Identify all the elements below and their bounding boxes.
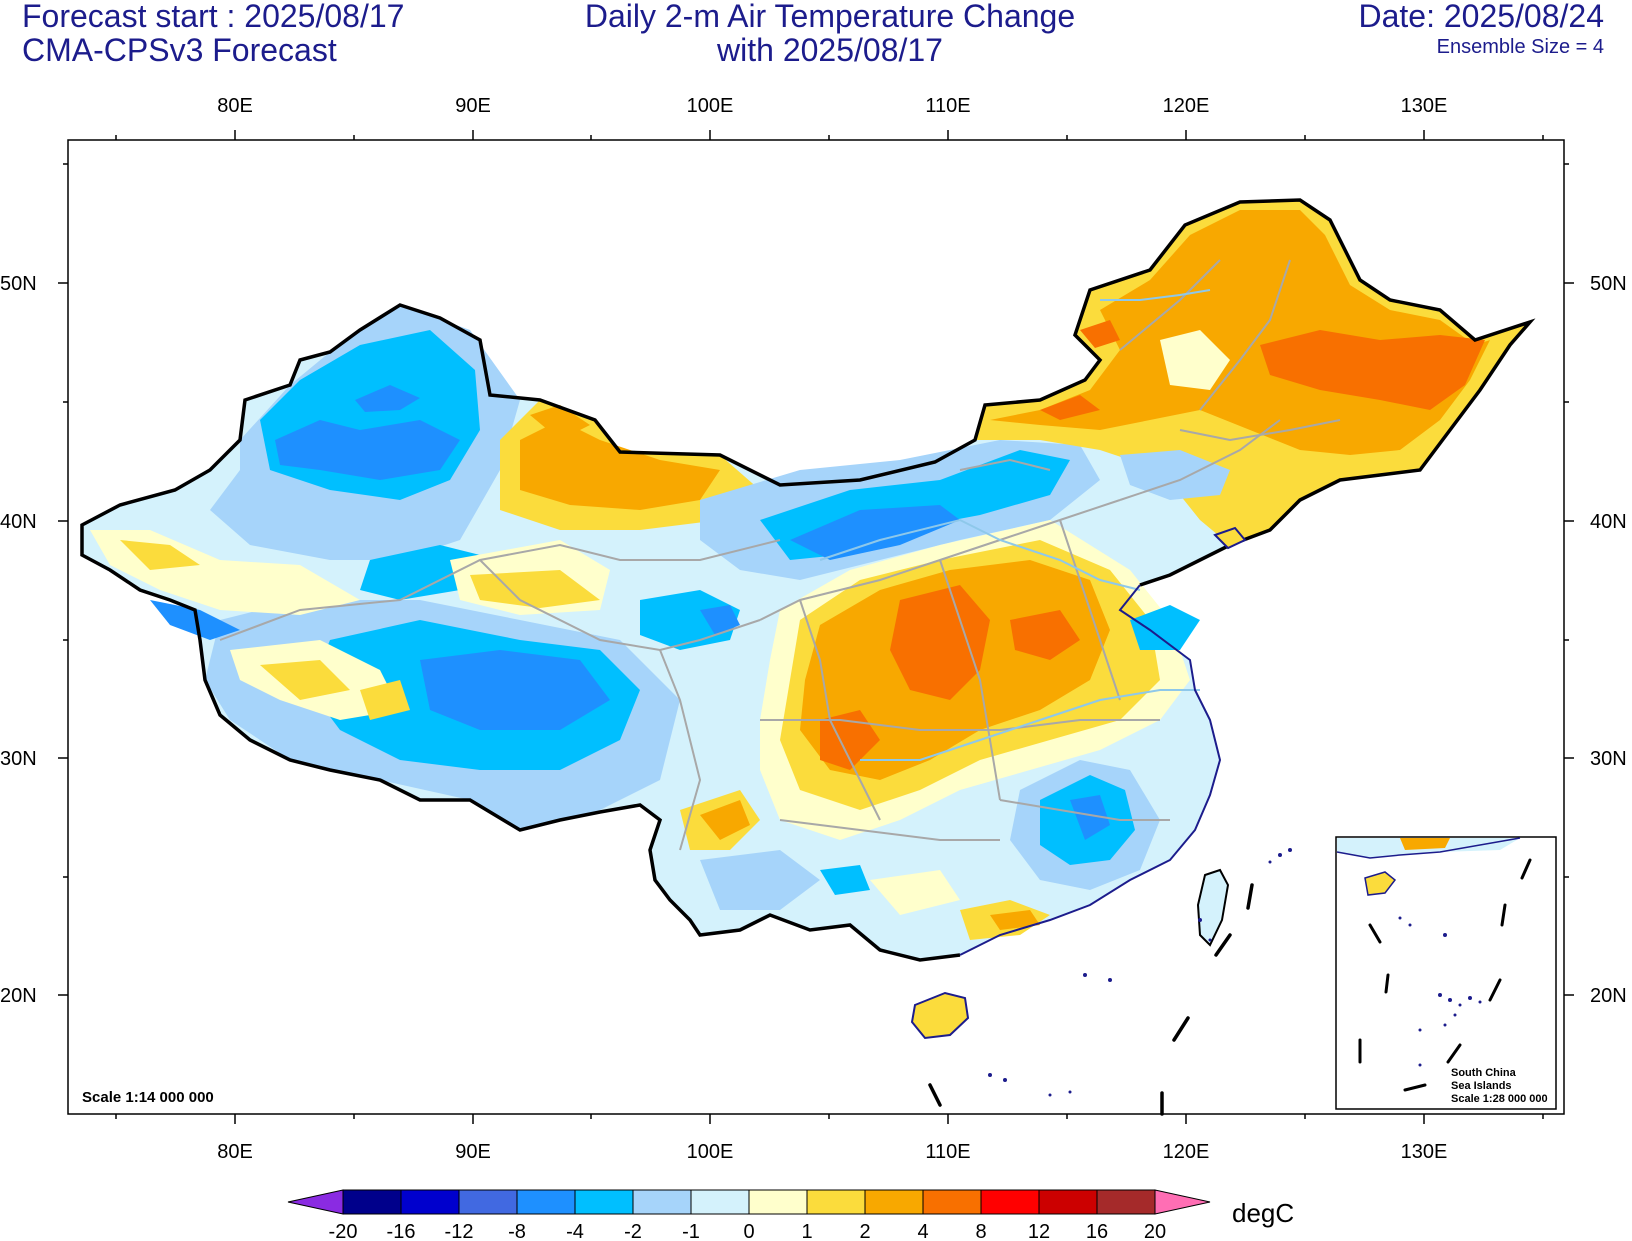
taiwan-island	[1196, 868, 1230, 947]
inset-label-1: South China	[1451, 1067, 1517, 1079]
sea-islands	[988, 848, 1292, 1097]
lon-label-top: 80E	[217, 95, 253, 117]
colorbar-label: 20	[1144, 1221, 1166, 1241]
lon-label-bottom: 110E	[925, 1141, 970, 1163]
colorbar-label: 2	[859, 1221, 870, 1241]
lon-label-bottom: 130E	[1401, 1141, 1448, 1163]
colorbar-label: -2	[624, 1221, 642, 1241]
rivers	[819, 289, 1211, 761]
colorbar-swatch	[516, 1189, 576, 1215]
lon-label-bottom: 120E	[1163, 1141, 1210, 1163]
colorbar-swatch	[1096, 1189, 1156, 1215]
colorbar: -20 -16 -12 -8 -4 -2 -1 0 1 2 4 8 12 16 20	[287, 1189, 1211, 1241]
colorbar-swatch	[574, 1189, 634, 1215]
map-scale: Scale 1:14 000 000	[82, 1089, 214, 1106]
colorbar-label: 4	[917, 1221, 928, 1241]
colorbar-swatch	[458, 1189, 518, 1215]
lat-label-right: 50N	[1590, 273, 1627, 295]
lon-axis	[115, 130, 1544, 1124]
inset-label-2: Sea Islands	[1451, 1080, 1512, 1092]
lat-label-left: 20N	[0, 985, 37, 1007]
colorbar-swatch	[922, 1189, 982, 1215]
colorbar-label: 12	[1028, 1221, 1050, 1241]
national-border	[80, 198, 1536, 962]
colorbar-swatch	[1154, 1189, 1211, 1215]
lon-label-bottom: 100E	[687, 1141, 734, 1163]
lon-label-top: 120E	[1163, 95, 1210, 117]
colorbar-swatch	[806, 1189, 866, 1215]
colorbar-label: -12	[445, 1221, 474, 1241]
colorbar-swatch	[632, 1189, 692, 1215]
province-boundaries	[219, 259, 1341, 851]
colorbar-label: -16	[387, 1221, 416, 1241]
colorbar-unit: degC	[1232, 1198, 1294, 1228]
lat-axis	[58, 163, 1574, 996]
colorbar-label: 0	[743, 1221, 754, 1241]
colorbar-label: -20	[329, 1221, 358, 1241]
inset-label-3: Scale 1:28 000 000	[1451, 1093, 1548, 1105]
colorbar-label: 16	[1086, 1221, 1108, 1241]
lon-label-top: 130E	[1401, 95, 1448, 117]
map-title-line1: Daily 2-m Air Temperature Change	[584, 0, 1076, 34]
south-china-sea-inset: South China Sea Islands Scale 1:28 000 0…	[1335, 836, 1557, 1110]
colorbar-swatch	[342, 1189, 402, 1215]
colorbar-label: -4	[566, 1221, 584, 1241]
hainan-island	[910, 991, 970, 1040]
lat-label-left: 50N	[0, 273, 37, 295]
temperature-field	[80, 198, 1536, 1116]
lat-label-left: 30N	[0, 748, 37, 770]
colorbar-swatch	[690, 1189, 750, 1215]
lon-label-top: 110E	[925, 95, 970, 117]
colorbar-label: 1	[801, 1221, 812, 1241]
lon-label-top: 90E	[455, 95, 491, 117]
lon-label-bottom: 90E	[455, 1141, 491, 1163]
forecast-date: Date: 2025/08/24	[1358, 0, 1604, 34]
colorbar-swatch	[864, 1189, 924, 1215]
lat-label-right: 20N	[1590, 985, 1627, 1007]
colorbar-swatch	[980, 1189, 1040, 1215]
colorbar-swatch	[400, 1189, 460, 1215]
lat-label-right: 40N	[1590, 511, 1627, 533]
model-name: CMA-CPSv3 Forecast	[22, 32, 337, 68]
lon-label-bottom: 80E	[217, 1141, 253, 1163]
colorbar-label: 8	[975, 1221, 986, 1241]
ensemble-size: Ensemble Size = 4	[1436, 36, 1604, 58]
colorbar-label: -1	[682, 1221, 700, 1241]
forecast-start: Forecast start : 2025/08/17	[22, 0, 405, 34]
colorbar-label: -8	[508, 1221, 526, 1241]
lon-label-top: 100E	[687, 95, 734, 117]
coastline	[959, 584, 1222, 956]
map-title-line2: with 2025/08/17	[717, 32, 943, 68]
colorbar-swatch	[287, 1189, 344, 1215]
colorbar-swatch	[748, 1189, 808, 1215]
dashed-line	[928, 883, 1254, 1116]
lat-label-left: 40N	[0, 511, 37, 533]
lat-label-right: 30N	[1590, 748, 1627, 770]
colorbar-swatch	[1038, 1189, 1098, 1215]
